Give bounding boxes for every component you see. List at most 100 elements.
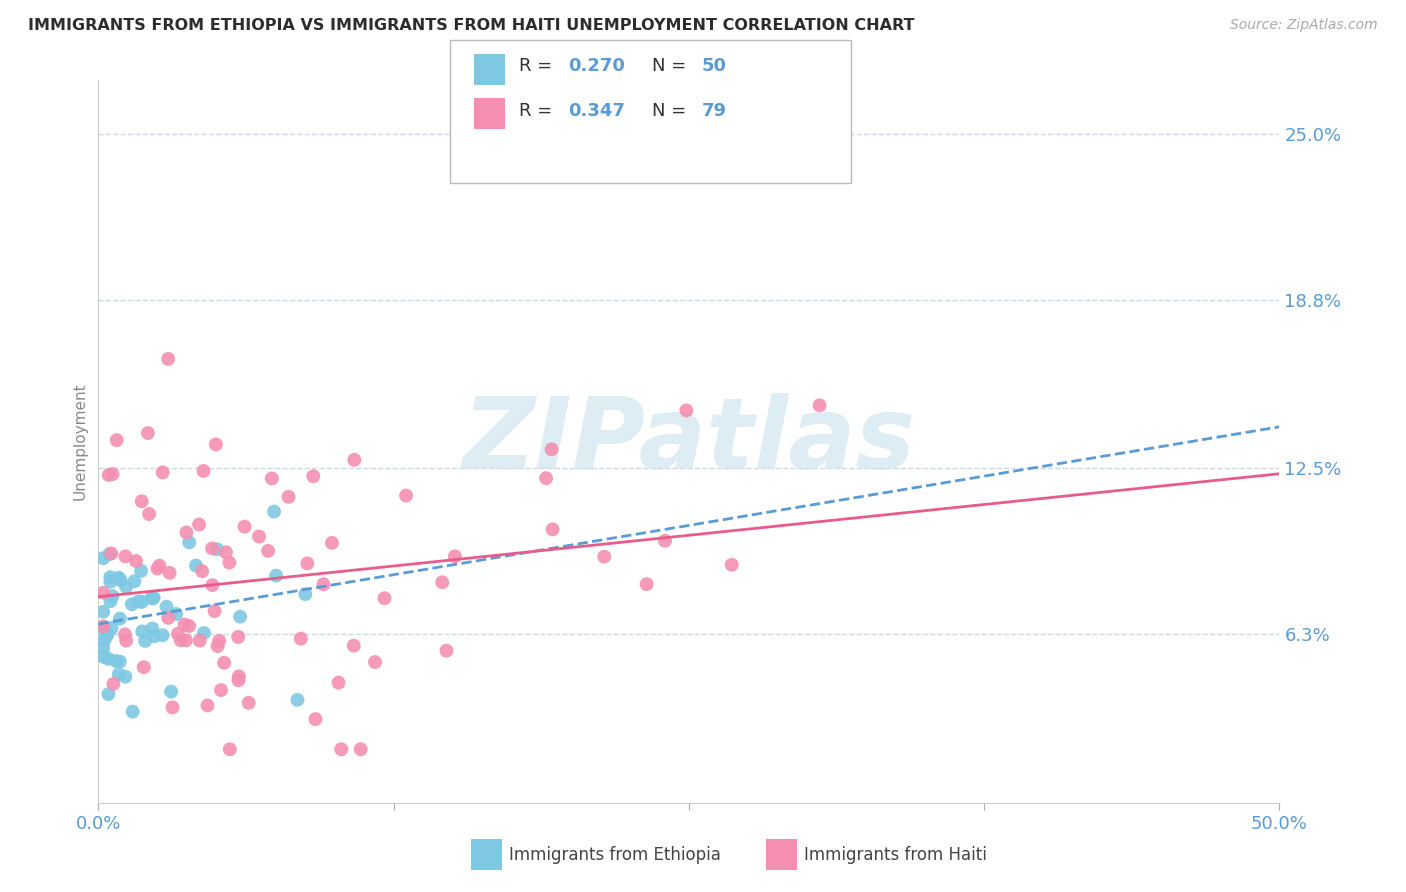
Point — [103, 677, 125, 691]
Point — [93, 633, 115, 648]
Point — [167, 627, 190, 641]
Text: ZIPatlas: ZIPatlas — [463, 393, 915, 490]
Text: 0.270: 0.270 — [568, 57, 624, 75]
Point — [136, 426, 159, 441]
Point — [114, 627, 136, 641]
Point — [157, 611, 180, 625]
Point — [121, 705, 143, 719]
Point — [228, 669, 250, 683]
Point — [364, 655, 387, 669]
Text: N =: N = — [652, 102, 692, 120]
Point — [138, 507, 160, 521]
Point — [218, 742, 240, 756]
Point — [208, 633, 231, 648]
Point — [593, 549, 616, 564]
Point — [100, 574, 122, 589]
Point — [105, 433, 128, 447]
Point — [170, 633, 193, 648]
Text: Immigrants from Ethiopia: Immigrants from Ethiopia — [509, 846, 721, 863]
Point — [142, 591, 165, 605]
Point — [636, 577, 658, 591]
Point — [124, 574, 146, 589]
Point — [157, 351, 180, 366]
Point — [302, 469, 325, 483]
Point — [233, 519, 256, 533]
Point — [132, 660, 155, 674]
Point — [436, 644, 458, 658]
Point — [108, 667, 131, 681]
Point — [91, 649, 114, 664]
Y-axis label: Unemployment: Unemployment — [72, 383, 87, 500]
Point — [218, 556, 240, 570]
Point — [540, 442, 562, 457]
Point — [193, 464, 215, 478]
Point — [146, 561, 169, 575]
Point — [675, 403, 697, 417]
Point — [321, 536, 343, 550]
Point — [162, 700, 184, 714]
Point — [91, 551, 114, 566]
Point — [350, 742, 373, 756]
Text: 0.347: 0.347 — [568, 102, 624, 120]
Point — [808, 398, 831, 412]
Point — [177, 619, 200, 633]
Point — [328, 675, 350, 690]
Text: Source: ZipAtlas.com: Source: ZipAtlas.com — [1230, 18, 1378, 32]
Point — [184, 558, 207, 573]
Text: 79: 79 — [702, 102, 727, 120]
Point — [212, 656, 235, 670]
Point — [142, 591, 165, 606]
Point — [277, 490, 299, 504]
Point — [131, 624, 153, 639]
Point — [128, 594, 150, 608]
Point — [238, 696, 260, 710]
Point — [143, 629, 166, 643]
Point — [263, 505, 285, 519]
Point — [260, 471, 283, 485]
Point — [114, 549, 136, 564]
Point — [134, 634, 156, 648]
Point — [108, 655, 131, 669]
Point — [98, 570, 121, 584]
Point — [534, 471, 557, 485]
Point — [193, 626, 215, 640]
Point — [160, 684, 183, 698]
Point — [115, 580, 138, 594]
Point — [91, 619, 114, 633]
Point — [343, 453, 366, 467]
Point — [91, 605, 114, 619]
Point — [204, 604, 226, 618]
Point — [125, 554, 148, 568]
Text: IMMIGRANTS FROM ETHIOPIA VS IMMIGRANTS FROM HAITI UNEMPLOYMENT CORRELATION CHART: IMMIGRANTS FROM ETHIOPIA VS IMMIGRANTS F… — [28, 18, 915, 33]
Point — [312, 577, 335, 591]
Point — [215, 545, 238, 559]
Text: N =: N = — [652, 57, 692, 75]
Point — [96, 627, 118, 641]
Point — [541, 522, 564, 536]
Point — [209, 683, 232, 698]
Point — [201, 541, 224, 556]
Text: Immigrants from Haiti: Immigrants from Haiti — [804, 846, 987, 863]
Point — [191, 564, 214, 578]
Point — [91, 641, 114, 656]
Point — [115, 633, 138, 648]
Point — [257, 544, 280, 558]
Point — [141, 591, 163, 605]
Point — [129, 564, 152, 578]
Point — [287, 693, 309, 707]
Point — [205, 437, 228, 451]
Point — [188, 633, 211, 648]
Point — [373, 591, 395, 606]
Point — [114, 670, 136, 684]
Point — [148, 558, 170, 573]
Point — [205, 542, 228, 557]
Point — [264, 568, 287, 582]
Point — [141, 622, 163, 636]
Point — [152, 628, 174, 642]
Point — [197, 698, 219, 713]
Point — [176, 525, 198, 540]
Point — [100, 547, 122, 561]
Text: 50: 50 — [702, 57, 727, 75]
Point — [290, 632, 312, 646]
Point — [330, 742, 353, 756]
